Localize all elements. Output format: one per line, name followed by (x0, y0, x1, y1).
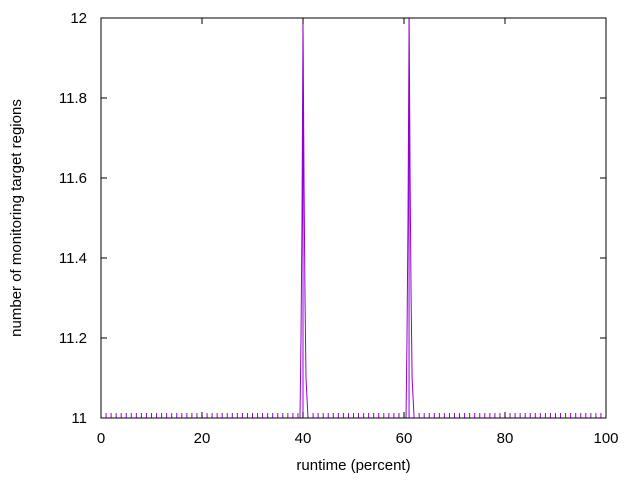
x-axis-label: runtime (percent) (296, 457, 410, 474)
plot-series (100, 17, 607, 419)
y-tick-label: 11 (71, 410, 87, 427)
y-tick-label: 11.8 (59, 90, 87, 107)
plot-frame (100, 17, 607, 419)
x-tick-label: 0 (97, 430, 105, 447)
y-tick-label: 12 (70, 10, 87, 27)
x-tick-label: 80 (497, 430, 514, 447)
x-tick-label: 20 (194, 430, 211, 447)
y-tick-label: 11.4 (59, 250, 87, 267)
x-axis-ticks: 0 20 40 60 80 100 (97, 18, 619, 447)
x-tick-label: 100 (593, 430, 618, 447)
x-tick-label: 60 (396, 430, 413, 447)
y-tick-label: 11.2 (59, 330, 87, 347)
y-axis-ticks: 11 11.2 11.4 11.6 11.8 12 (59, 10, 606, 427)
y-axis-label: number of monitoring target regions (8, 99, 25, 337)
series-line (101, 17, 606, 419)
y-tick-label: 11.6 (59, 170, 87, 187)
x-tick-label: 40 (295, 430, 312, 447)
